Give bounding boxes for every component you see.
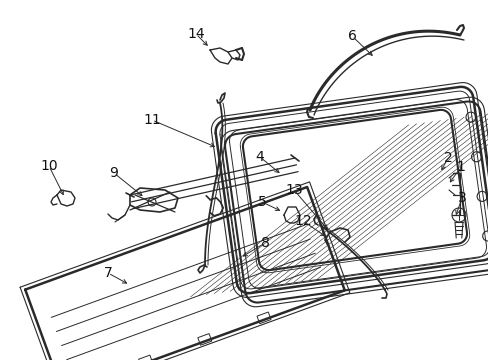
Text: 2: 2 <box>443 151 451 165</box>
Text: 13: 13 <box>285 183 302 197</box>
Text: 14: 14 <box>187 27 204 41</box>
Text: 7: 7 <box>103 266 112 280</box>
Text: 6: 6 <box>347 29 356 43</box>
Text: 1: 1 <box>456 160 465 174</box>
Bar <box>198 334 211 345</box>
Text: 9: 9 <box>109 166 118 180</box>
Text: 11: 11 <box>143 113 161 127</box>
Text: 12: 12 <box>294 214 311 228</box>
Circle shape <box>476 192 486 201</box>
Text: 4: 4 <box>255 150 264 164</box>
Circle shape <box>451 208 465 222</box>
Circle shape <box>148 198 156 206</box>
Text: 10: 10 <box>40 159 58 173</box>
Text: 8: 8 <box>260 236 269 250</box>
Circle shape <box>465 112 475 122</box>
Text: 5: 5 <box>257 195 266 209</box>
Circle shape <box>470 152 481 162</box>
Text: 3: 3 <box>457 191 466 205</box>
Circle shape <box>482 231 488 241</box>
Bar <box>138 355 152 360</box>
Bar <box>257 312 270 324</box>
